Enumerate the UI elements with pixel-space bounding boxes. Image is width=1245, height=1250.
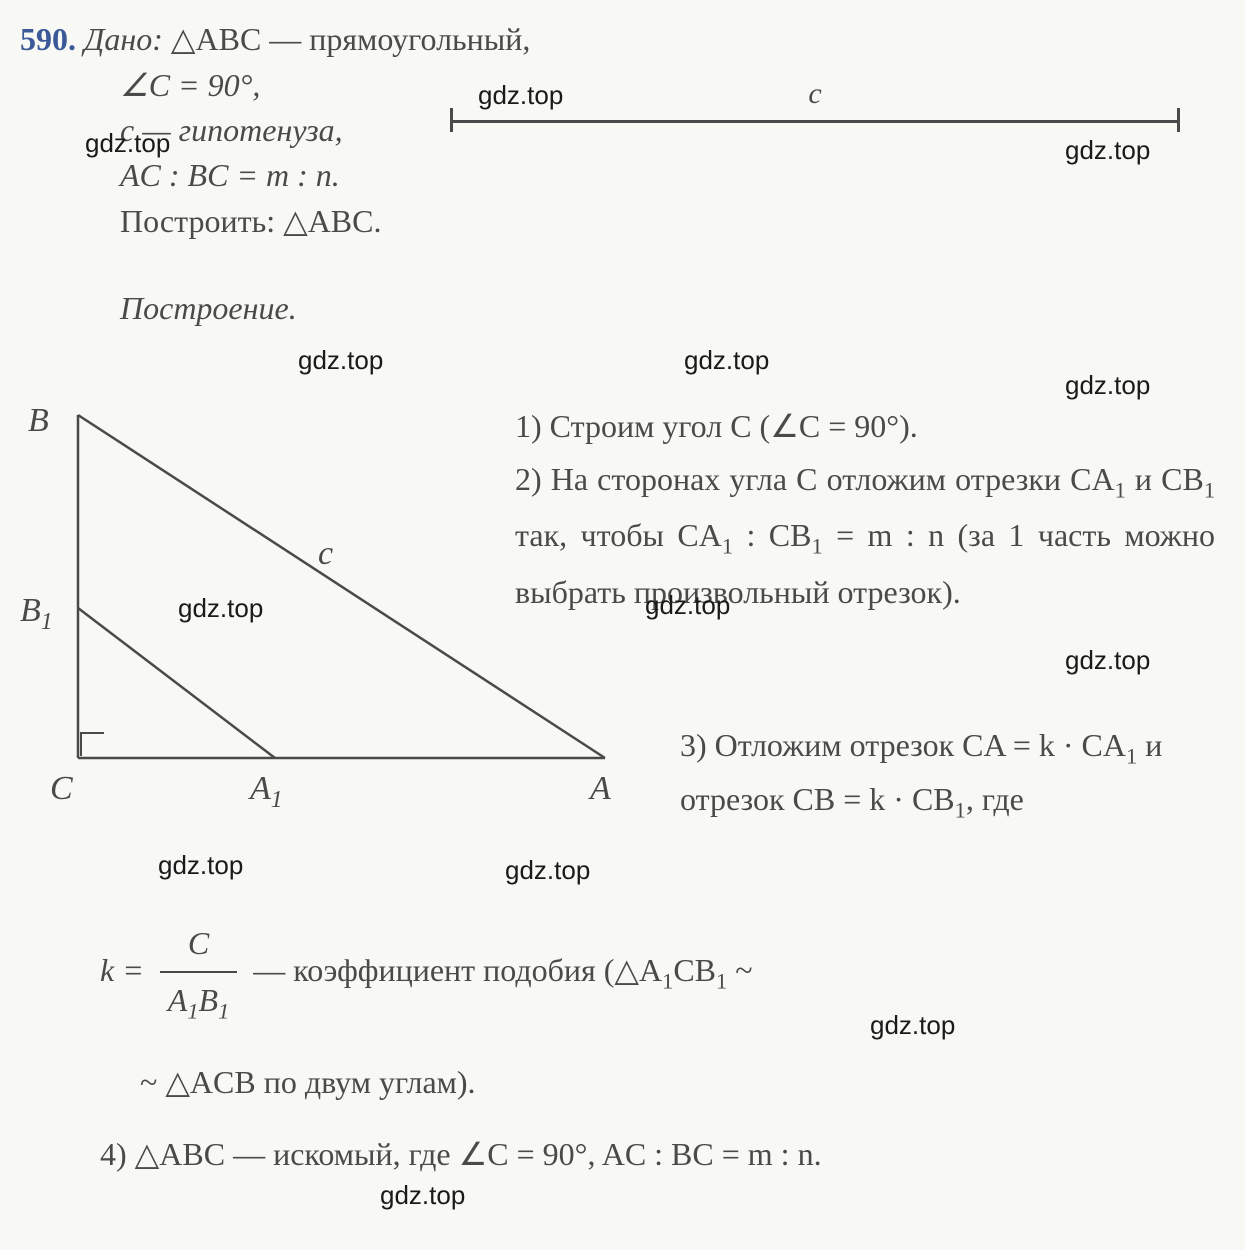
- segment-tick-right: [1177, 108, 1180, 132]
- ratio-line: AC : BC = m : n.: [20, 157, 1225, 194]
- given-triangle: △ABC — прямоугольный,: [171, 21, 531, 57]
- coefficient-line: k = C A1B1 — коэффициент подобия (△A1CB1…: [100, 918, 1200, 1029]
- hypotenuse-c-label: c: [318, 535, 333, 573]
- watermark: gdz.top: [684, 345, 769, 376]
- build-line: Построить: △ABC.: [20, 202, 1225, 240]
- watermark: gdz.top: [158, 850, 243, 881]
- vertex-B1: B1: [20, 592, 53, 636]
- similar-line: ~ △ACB по двум углам).: [100, 1057, 1200, 1108]
- watermark: gdz.top: [1065, 370, 1150, 401]
- segment-line: [450, 105, 1180, 135]
- watermark: gdz.top: [298, 345, 383, 376]
- segment-c-diagram: c: [450, 105, 1180, 135]
- vertex-B: B: [28, 402, 49, 440]
- watermark: gdz.top: [505, 855, 590, 886]
- segment-tick-left: [450, 108, 453, 132]
- step-2: 2) На сторонах угла C отложим отрезки CA…: [515, 453, 1215, 619]
- vertex-A: A: [590, 770, 611, 808]
- watermark: gdz.top: [380, 1180, 465, 1211]
- problem-header: 590. Дано: △ABC — прямоугольный,: [20, 20, 1225, 58]
- vertex-A1: A1: [250, 770, 283, 814]
- construction-header: Построение.: [20, 290, 1225, 327]
- step-4: 4) △ABC — искомый, где ∠C = 90°, AC : BC…: [100, 1129, 1200, 1180]
- steps-1-2: 1) Строим угол C (∠C = 90°). 2) На сторо…: [515, 400, 1215, 618]
- problem-number: 590.: [20, 21, 76, 57]
- step-3: 3) Отложим отрезок CA = k · CA1 и отрезо…: [680, 720, 1220, 828]
- segment-hline: [450, 120, 1180, 123]
- watermark: gdz.top: [1065, 645, 1150, 676]
- fraction: C A1B1: [160, 918, 238, 1029]
- given-label: Дано:: [84, 21, 163, 57]
- step-1: 1) Строим угол C (∠C = 90°).: [515, 400, 1215, 453]
- angle-c: ∠C = 90°,: [20, 66, 1225, 104]
- vertex-C: C: [50, 770, 73, 808]
- right-angle-marker: [80, 732, 104, 756]
- bottom-section: k = C A1B1 — коэффициент подобия (△A1CB1…: [100, 918, 1200, 1180]
